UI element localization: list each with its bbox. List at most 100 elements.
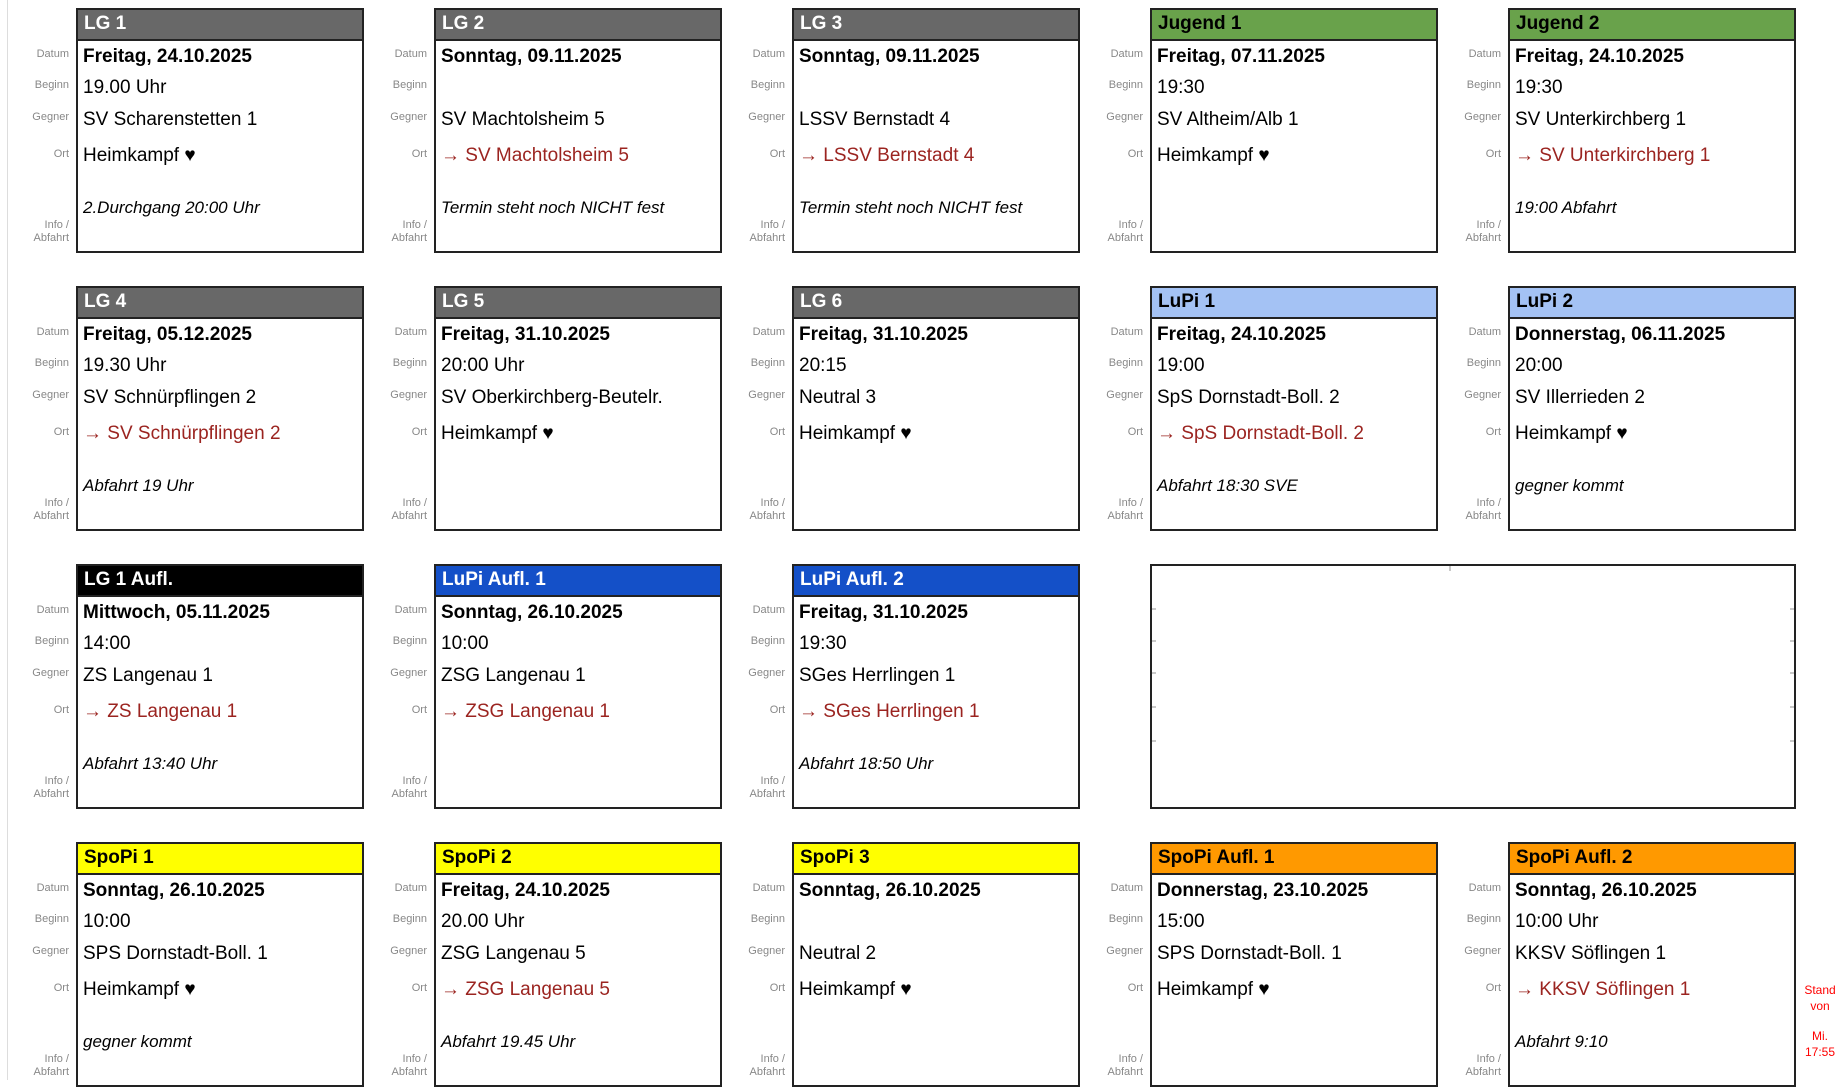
team-header: SpoPi 2 (436, 844, 720, 875)
row-label-column: Datum Beginn Gegner Ort Info / Abfahrt (1080, 842, 1150, 1087)
team-header: SpoPi 1 (78, 844, 362, 875)
grid-tick (1152, 672, 1156, 674)
datum-label: Datum (36, 604, 69, 616)
match-date: Freitag, 31.10.2025 (799, 323, 968, 345)
grid-tick (1790, 672, 1794, 674)
match-opponent: SV Unterkirchberg 1 (1515, 108, 1687, 130)
match-info: gegner kommt (83, 1032, 192, 1051)
match-date: Freitag, 24.10.2025 (1515, 45, 1684, 67)
match-location: Heimkampf ♥ (1157, 145, 1270, 166)
gegner-label: Gegner (748, 667, 785, 679)
match-info: 19:00 Abfahrt (1515, 198, 1617, 217)
gegner-label: Gegner (32, 945, 69, 957)
schedule-slot: Datum Beginn Gegner Ort Info / Abfahrt LG… (722, 8, 1080, 253)
match-card: LG 4 Freitag, 05.12.2025 19.30 Uhr SV Sc… (76, 286, 364, 531)
match-date: Sonntag, 09.11.2025 (799, 45, 980, 67)
schedule-slot: Datum Beginn Gegner Ort Info / Abfahrt LG… (364, 286, 722, 531)
datum-label: Datum (394, 48, 427, 60)
match-date: Freitag, 24.10.2025 (1157, 323, 1326, 345)
match-info: Termin steht noch NICHT fest (799, 198, 1023, 217)
gegner-label: Gegner (32, 389, 69, 401)
beginn-label: Beginn (750, 79, 785, 91)
ort-label: Ort (769, 981, 785, 994)
ort-label: Ort (1127, 147, 1143, 160)
beginn-label: Beginn (1108, 913, 1143, 925)
match-start: 19.30 Uhr (83, 354, 167, 376)
gegner-label: Gegner (1106, 389, 1143, 401)
gegner-label: Gegner (1464, 945, 1501, 957)
info-abfahrt-label: Info / Abfahrt (33, 775, 69, 800)
beginn-label: Beginn (1466, 913, 1501, 925)
ort-label: Ort (1485, 981, 1501, 994)
schedule-grid: Datum Beginn Gegner Ort Info / Abfahrt LG… (6, 8, 1843, 1087)
match-card: SpoPi Aufl. 2 Sonntag, 26.10.2025 10:00 … (1508, 842, 1796, 1087)
gegner-label: Gegner (748, 389, 785, 401)
row-label-column: Datum Beginn Gegner Ort Info / Abfahrt (722, 842, 792, 1087)
schedule-slot: Datum Beginn Gegner Ort Info / Abfahrt Lu… (364, 564, 722, 809)
match-info: Abfahrt 19 Uhr (83, 476, 194, 495)
beginn-label: Beginn (392, 357, 427, 369)
datum-label: Datum (36, 882, 69, 894)
beginn-label: Beginn (750, 635, 785, 647)
team-header: LG 4 (78, 288, 362, 319)
row-label-column: Datum Beginn Gegner Ort Info / Abfahrt (364, 8, 434, 253)
match-date: Sonntag, 26.10.2025 (799, 879, 981, 901)
match-location: → KKSV Söflingen 1 (1515, 979, 1691, 1000)
match-card: SpoPi 3 Sonntag, 26.10.2025 Neutral 2 He… (792, 842, 1080, 1087)
info-abfahrt-label: Info / Abfahrt (33, 497, 69, 522)
match-date: Freitag, 31.10.2025 (441, 323, 610, 345)
row-label-column: Datum Beginn Gegner Ort Info / Abfahrt (364, 564, 434, 809)
match-date: Freitag, 24.10.2025 (83, 45, 252, 67)
gegner-label: Gegner (748, 945, 785, 957)
datum-label: Datum (1110, 48, 1143, 60)
match-start: 19.00 Uhr (83, 76, 167, 98)
ort-label: Ort (769, 703, 785, 716)
match-opponent: SpS Dornstadt-Boll. 2 (1157, 386, 1340, 408)
schedule-slot: Datum Beginn Gegner Ort Info / Abfahrt Sp… (6, 842, 364, 1087)
row-label-column: Datum Beginn Gegner Ort Info / Abfahrt (722, 286, 792, 531)
match-location: Heimkampf ♥ (83, 979, 196, 1000)
match-date: Sonntag, 09.11.2025 (441, 45, 622, 67)
schedule-slot: Datum Beginn Gegner Ort Info / Abfahrt Sp… (1438, 842, 1796, 1087)
empty-slot (1150, 564, 1796, 809)
info-abfahrt-label: Info / Abfahrt (749, 219, 785, 244)
match-card: LG 5 Freitag, 31.10.2025 20:00 Uhr SV Ob… (434, 286, 722, 531)
ort-label: Ort (769, 147, 785, 160)
match-start: 10:00 (441, 632, 489, 654)
info-abfahrt-label: Info / Abfahrt (1107, 497, 1143, 522)
match-card: LG 1 Freitag, 24.10.2025 19.00 Uhr SV Sc… (76, 8, 364, 253)
beginn-label: Beginn (392, 635, 427, 647)
row-label-column: Datum Beginn Gegner Ort Info / Abfahrt (722, 8, 792, 253)
grid-tick (1449, 566, 1451, 571)
match-opponent: KKSV Söflingen 1 (1515, 942, 1667, 964)
row-label-column: Datum Beginn Gegner Ort Info / Abfahrt (722, 564, 792, 809)
info-abfahrt-label: Info / Abfahrt (1107, 219, 1143, 244)
info-abfahrt-label: Info / Abfahrt (391, 775, 427, 800)
beginn-label: Beginn (34, 635, 69, 647)
datum-label: Datum (1468, 326, 1501, 338)
info-abfahrt-label: Info / Abfahrt (1465, 219, 1501, 244)
match-start: 10:00 Uhr (1515, 910, 1599, 932)
datum-label: Datum (394, 326, 427, 338)
row-label-column: Datum Beginn Gegner Ort Info / Abfahrt (364, 286, 434, 531)
match-start: 10:00 (83, 910, 131, 932)
gegner-label: Gegner (390, 111, 427, 123)
schedule-slot: Datum Beginn Gegner Ort Info / Abfahrt LG… (6, 286, 364, 531)
grid-tick (1790, 640, 1794, 642)
team-header: LuPi Aufl. 2 (794, 566, 1078, 597)
ort-label: Ort (53, 981, 69, 994)
datum-label: Datum (36, 48, 69, 60)
gegner-label: Gegner (1464, 111, 1501, 123)
match-date: Donnerstag, 06.11.2025 (1515, 323, 1726, 345)
match-location: Heimkampf ♥ (799, 423, 912, 444)
team-header: LuPi 1 (1152, 288, 1436, 319)
gegner-label: Gegner (1106, 945, 1143, 957)
match-card: SpoPi Aufl. 1 Donnerstag, 23.10.2025 15:… (1150, 842, 1438, 1087)
datum-label: Datum (752, 604, 785, 616)
stand-time-text: 17:55 (1804, 1045, 1836, 1059)
match-start: 19:00 (1157, 354, 1205, 376)
beginn-label: Beginn (1466, 357, 1501, 369)
team-header: Jugend 1 (1152, 10, 1436, 41)
match-card: LG 6 Freitag, 31.10.2025 20:15 Neutral 3… (792, 286, 1080, 531)
schedule-slot: Datum Beginn Gegner Ort Info / Abfahrt Lu… (1438, 286, 1796, 531)
